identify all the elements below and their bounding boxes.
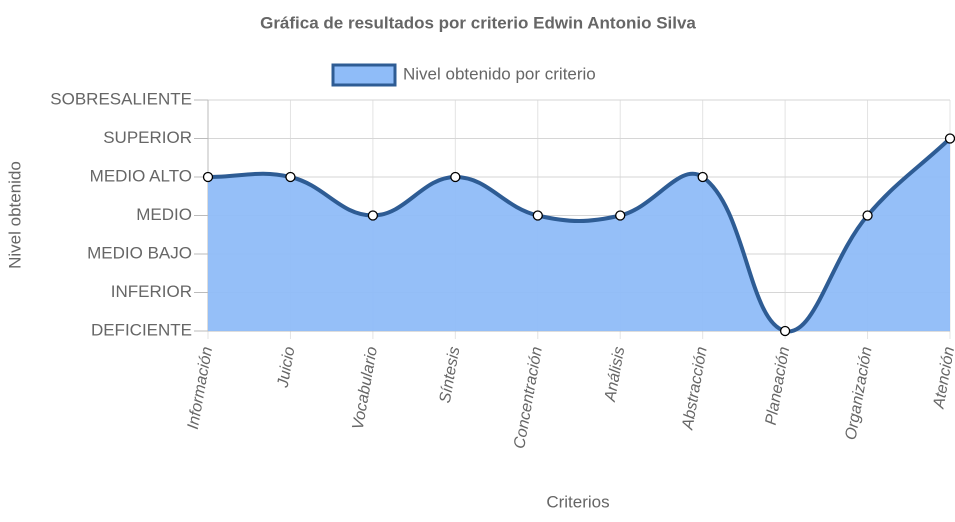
y-tick-label: SOBRESALIENTE — [50, 89, 192, 108]
x-tick-label: Juicio — [275, 345, 299, 389]
x-tick-label: Atención — [930, 345, 955, 410]
y-tick-label: MEDIO ALTO — [90, 166, 192, 185]
x-tick-label: Síntesis — [437, 345, 464, 404]
y-tick-label: MEDIO BAJO — [87, 243, 192, 262]
point — [450, 171, 461, 183]
legend-label: Nivel obtenido por criterio — [403, 64, 596, 83]
x-tick-label: Planeación — [763, 345, 794, 426]
point — [862, 210, 873, 221]
chart-title: Gráfica de resultados por criterio Edwin… — [260, 13, 696, 32]
legend-swatch — [331, 63, 397, 87]
point — [285, 171, 296, 183]
point — [367, 210, 379, 221]
point — [779, 325, 791, 337]
y-axis-label: Nivel obtenido — [5, 161, 24, 269]
point — [202, 171, 214, 183]
y-tick-label: MEDIO — [136, 205, 192, 224]
x-tick-label: Abstracción — [679, 345, 710, 431]
x-tick-label: Información — [185, 345, 216, 430]
point — [697, 171, 708, 183]
x-tick-label: Concentración — [511, 345, 546, 450]
y-tick-label: SUPERIOR — [103, 128, 192, 147]
y-tick-label: INFERIOR — [111, 282, 192, 301]
x-axis-label: Criterios — [546, 492, 609, 511]
x-tick-label: Análisis — [602, 345, 629, 403]
point — [944, 133, 955, 144]
y-tick-label: DEFICIENTE — [91, 320, 192, 339]
point — [615, 210, 626, 221]
x-tick-label: Organización — [843, 345, 876, 441]
x-tick-label: Vocabulario — [350, 345, 381, 431]
area-fill — [208, 138, 950, 332]
point — [532, 210, 543, 221]
line — [207, 137, 952, 334]
